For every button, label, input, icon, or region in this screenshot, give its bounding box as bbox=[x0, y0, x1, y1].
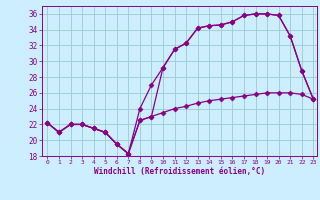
X-axis label: Windchill (Refroidissement éolien,°C): Windchill (Refroidissement éolien,°C) bbox=[94, 167, 265, 176]
